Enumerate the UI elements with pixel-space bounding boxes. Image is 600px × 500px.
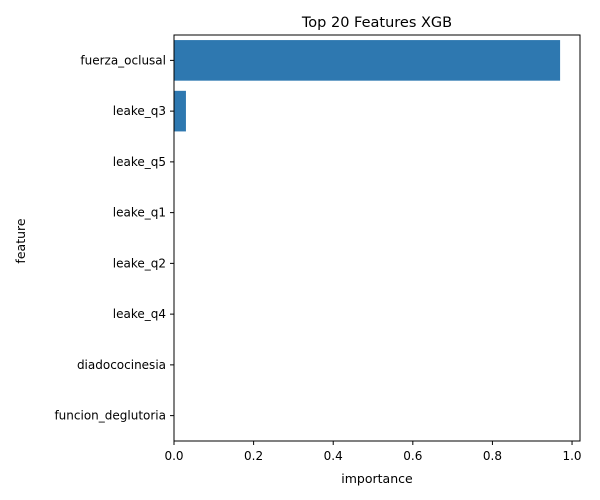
- y-ticks-group: fuerza_oclusal leake_q3 leake_q5 leake_q1le…: [54, 53, 174, 423]
- x-tick-label: 0.8: [483, 449, 502, 463]
- x-tick-label: 1.0: [562, 449, 581, 463]
- y-tick-label: leake_q4: [113, 307, 166, 321]
- y-tick-label: funcion_deglutoria: [54, 409, 166, 423]
- y-tick-label: leake_q2: [113, 256, 166, 270]
- x-ticks-group: 0.0 0.2 0.4 0.6 0.8 1.0: [164, 441, 582, 463]
- bar-fuerza-oclusal: [174, 40, 561, 81]
- y-tick-label: diadococinesia: [77, 358, 166, 372]
- plot-border: [173, 34, 581, 442]
- x-tick-label: 0.2: [244, 449, 263, 463]
- y-tick-label: fuerza_oclusal: [80, 53, 166, 67]
- y-tick-label: leake_q1: [113, 206, 166, 220]
- bar-leake-q3: [174, 90, 186, 132]
- y-tick-label: leake_q3: [113, 104, 166, 118]
- x-tick-label: 0.6: [403, 449, 422, 463]
- x-tick-label: 0.4: [324, 449, 343, 463]
- y-axis-label: feature: [13, 218, 28, 263]
- bars-group: [174, 40, 561, 132]
- x-tick-label: 0.0: [164, 449, 183, 463]
- plot-frame: [173, 34, 581, 442]
- chart-title: Top 20 Features XGB: [301, 15, 452, 31]
- x-axis-label: importance: [341, 471, 413, 486]
- y-tick-label: leake_q5: [113, 155, 166, 169]
